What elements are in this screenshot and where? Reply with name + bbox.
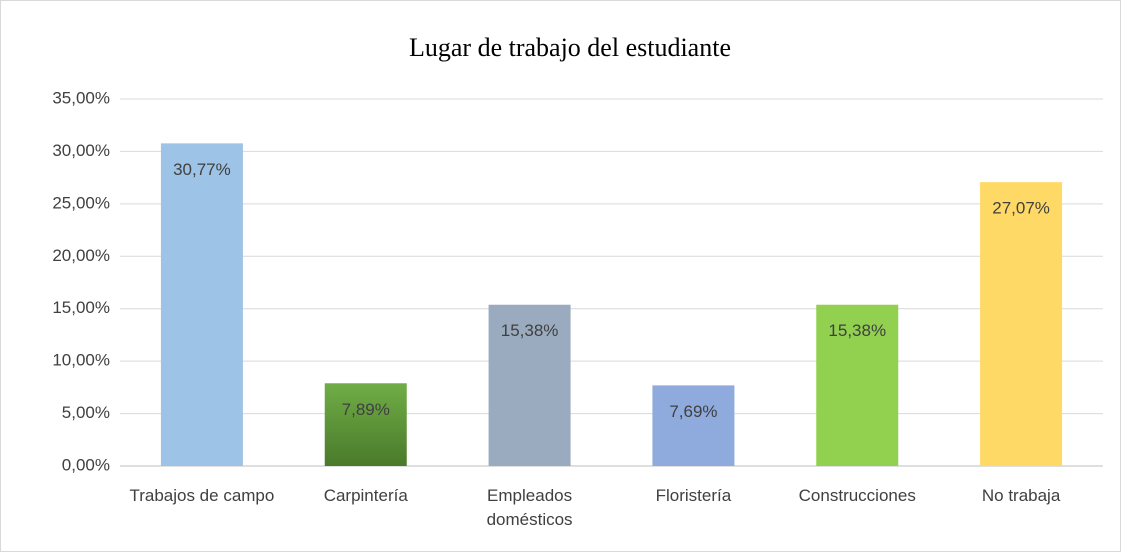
value-label: 30,77%: [173, 160, 231, 179]
value-label: 27,07%: [992, 199, 1050, 218]
x-tick-label: Construcciones: [798, 486, 916, 505]
y-tick-label: 35,00%: [52, 88, 110, 107]
y-tick-label: 15,00%: [52, 298, 110, 317]
x-tick-label: Empleados domésticos: [486, 486, 573, 529]
value-label: 15,38%: [828, 321, 886, 340]
y-tick-label: 5,00%: [62, 403, 110, 422]
x-tick-label: Carpintería: [323, 486, 408, 505]
value-label: 7,69%: [669, 402, 717, 421]
bar: [652, 385, 735, 466]
y-tick-label: 25,00%: [52, 193, 110, 212]
value-label: 15,38%: [501, 321, 559, 340]
x-tick-label: No trabaja: [981, 486, 1061, 505]
bar: [816, 304, 899, 466]
bar: [488, 304, 571, 466]
x-tick-label: Trabajos de campo: [129, 486, 275, 505]
x-tick-label: Floristería: [655, 486, 732, 505]
bar: [160, 143, 243, 467]
y-tick-label: 0,00%: [62, 455, 110, 474]
bar: [324, 383, 407, 466]
y-tick-label: 30,00%: [52, 141, 110, 160]
bar: [980, 182, 1063, 466]
value-label: 7,89%: [342, 400, 390, 419]
y-tick-label: 10,00%: [52, 351, 110, 370]
chart-title: Lugar de trabajo del estudiante: [409, 33, 731, 62]
y-tick-label: 20,00%: [52, 246, 110, 265]
